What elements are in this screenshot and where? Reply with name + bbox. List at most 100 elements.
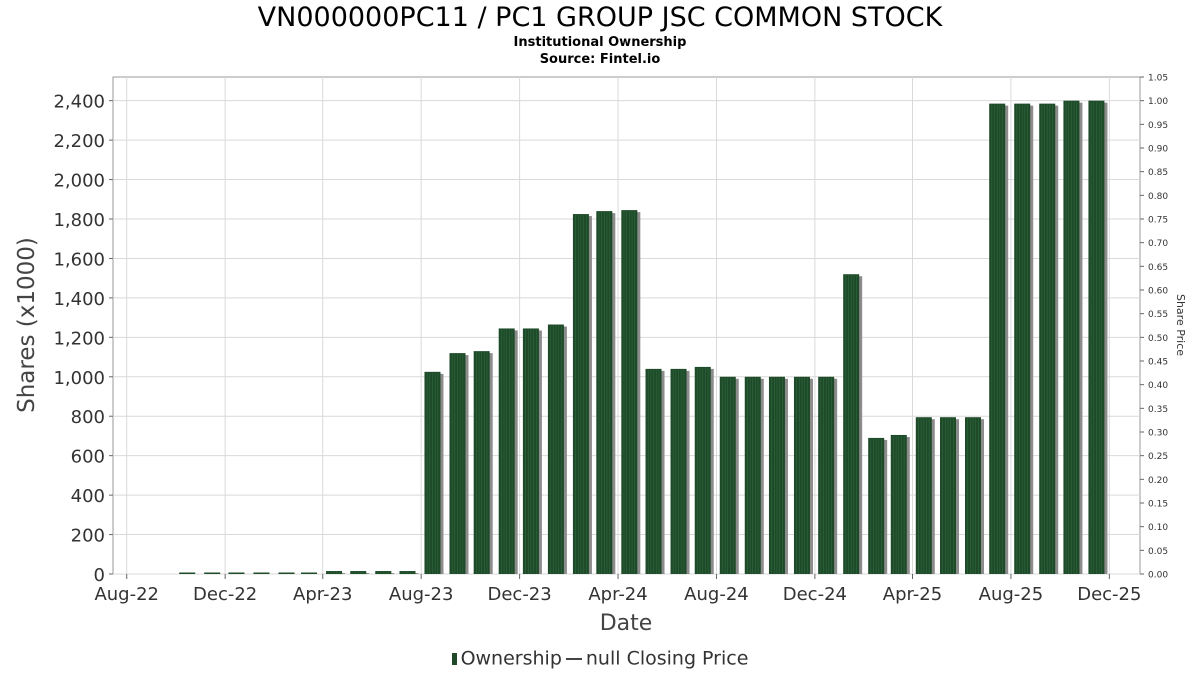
bar-ownership [843, 274, 863, 574]
bar-ownership [670, 368, 690, 574]
bar-ownership [522, 328, 542, 574]
y-tick-label: 1,000 [53, 368, 105, 389]
bar-ownership [744, 376, 764, 574]
y2-tick-label: 0.00 [1148, 571, 1168, 581]
y2-tick-label: 0.75 [1148, 216, 1168, 226]
x-tick-label: Dec-22 [193, 584, 257, 605]
y-tick-label: 2,200 [53, 131, 105, 152]
bar-ownership [350, 571, 370, 574]
x-tick-label: Aug-25 [979, 584, 1044, 605]
y2-tick-label: 0.65 [1148, 263, 1168, 273]
x-tick-label: Dec-25 [1077, 584, 1141, 605]
bar-body [228, 572, 245, 574]
bar-ownership [645, 368, 665, 574]
y2-tick-label: 0.20 [1148, 476, 1168, 486]
bar-ownership [719, 376, 739, 574]
bar-body [278, 572, 295, 574]
y-tick-label: 1,400 [53, 289, 105, 310]
x-tick-label: Aug-22 [94, 584, 159, 605]
y-axis-title: Shares (x1000) [14, 237, 40, 413]
bar-ownership [498, 328, 518, 574]
x-tick-label: Apr-23 [293, 584, 352, 605]
bar-ownership [399, 571, 419, 574]
x-tick-label: Aug-24 [684, 584, 749, 605]
y2-axis-title: Share Price [1174, 294, 1187, 356]
y-tick-label: 0 [94, 565, 105, 586]
y-tick-label: 1,200 [53, 328, 105, 349]
y-tick-label: 200 [71, 526, 105, 547]
y2-tick-label: 0.85 [1148, 168, 1168, 178]
chart-title: VN000000PC11 / PC1 GROUP JSC COMMON STOC… [257, 2, 943, 33]
y2-tick-label: 0.60 [1148, 287, 1168, 297]
bar-body [204, 572, 221, 574]
bar-ownership [596, 211, 616, 574]
bar-ownership [915, 417, 935, 574]
y2-tick-label: 0.80 [1148, 192, 1168, 202]
y-tick-label: 600 [71, 447, 105, 468]
y2-tick-label: 1.00 [1148, 97, 1168, 107]
x-tick-label: Apr-24 [588, 584, 647, 605]
bar-ownership [868, 437, 888, 574]
bar-ownership [375, 571, 395, 574]
bar-ownership [278, 572, 295, 574]
chart-source: Source: Fintel.io [539, 52, 661, 67]
y2-tick-label: 0.70 [1148, 239, 1168, 249]
y-tick-label: 1,800 [53, 210, 105, 231]
bar-ownership [768, 376, 788, 574]
y2-tick-label: 0.15 [1148, 500, 1168, 510]
bar-ownership [965, 417, 985, 574]
bar-ownership [621, 210, 641, 574]
y-tick-label: 1,600 [53, 249, 105, 270]
bar-ownership [1088, 100, 1108, 575]
bar-ownership [1014, 103, 1034, 574]
y2-tick-label: 0.45 [1148, 358, 1168, 368]
y-tick-label: 2,000 [53, 171, 105, 192]
bar-ownership [547, 324, 567, 574]
bar-ownership [1039, 103, 1059, 574]
bar-ownership [1063, 100, 1083, 575]
y-tick-label: 800 [71, 407, 105, 428]
y2-tick-label: 0.25 [1148, 452, 1168, 462]
legend-ownership-swatch [451, 652, 457, 665]
x-tick-label: Aug-23 [389, 584, 454, 605]
y2-tick-label: 0.35 [1148, 405, 1168, 415]
y-tick-label: 2,400 [53, 92, 105, 113]
bar-ownership [473, 351, 493, 574]
y2-tick-label: 0.30 [1148, 429, 1168, 439]
y2-tick-label: 1.05 [1148, 74, 1168, 84]
bar-ownership [301, 572, 318, 574]
bar-body [179, 572, 196, 574]
y2-tick-label: 0.40 [1148, 381, 1168, 391]
bar-ownership [179, 572, 196, 574]
x-tick-label: Dec-23 [487, 584, 551, 605]
bar-ownership [326, 571, 346, 574]
bar-body [253, 572, 270, 574]
bar-series-ownership [179, 100, 1108, 575]
bar-ownership [424, 371, 444, 574]
bar-ownership [989, 103, 1009, 574]
bar-body [301, 572, 318, 574]
bar-ownership [449, 353, 469, 574]
y2-tick-label: 0.10 [1148, 523, 1168, 533]
y2-tick-label: 0.95 [1148, 121, 1168, 131]
legend-ownership-label: Ownership [460, 647, 562, 670]
legend-price-label: null Closing Price [585, 647, 749, 670]
bar-ownership [939, 417, 959, 574]
bar-ownership [228, 572, 245, 574]
x-axis-title: Date [600, 611, 653, 636]
y2-tick-label: 0.50 [1148, 334, 1168, 344]
bar-ownership [818, 376, 838, 574]
chart-subtitle: Institutional Ownership [513, 35, 687, 50]
bar-ownership [204, 572, 221, 574]
bar-ownership [793, 376, 813, 574]
y2-tick-label: 0.90 [1148, 145, 1168, 155]
bar-ownership [253, 572, 270, 574]
chart-legend: Ownership null Closing Price [0, 646, 1200, 671]
bar-ownership [890, 434, 910, 574]
legend-price-line [565, 657, 582, 660]
x-tick-label: Dec-24 [783, 584, 847, 605]
y2-tick-label: 0.55 [1148, 310, 1168, 320]
x-tick-label: Apr-25 [883, 584, 942, 605]
bar-ownership [572, 214, 592, 574]
